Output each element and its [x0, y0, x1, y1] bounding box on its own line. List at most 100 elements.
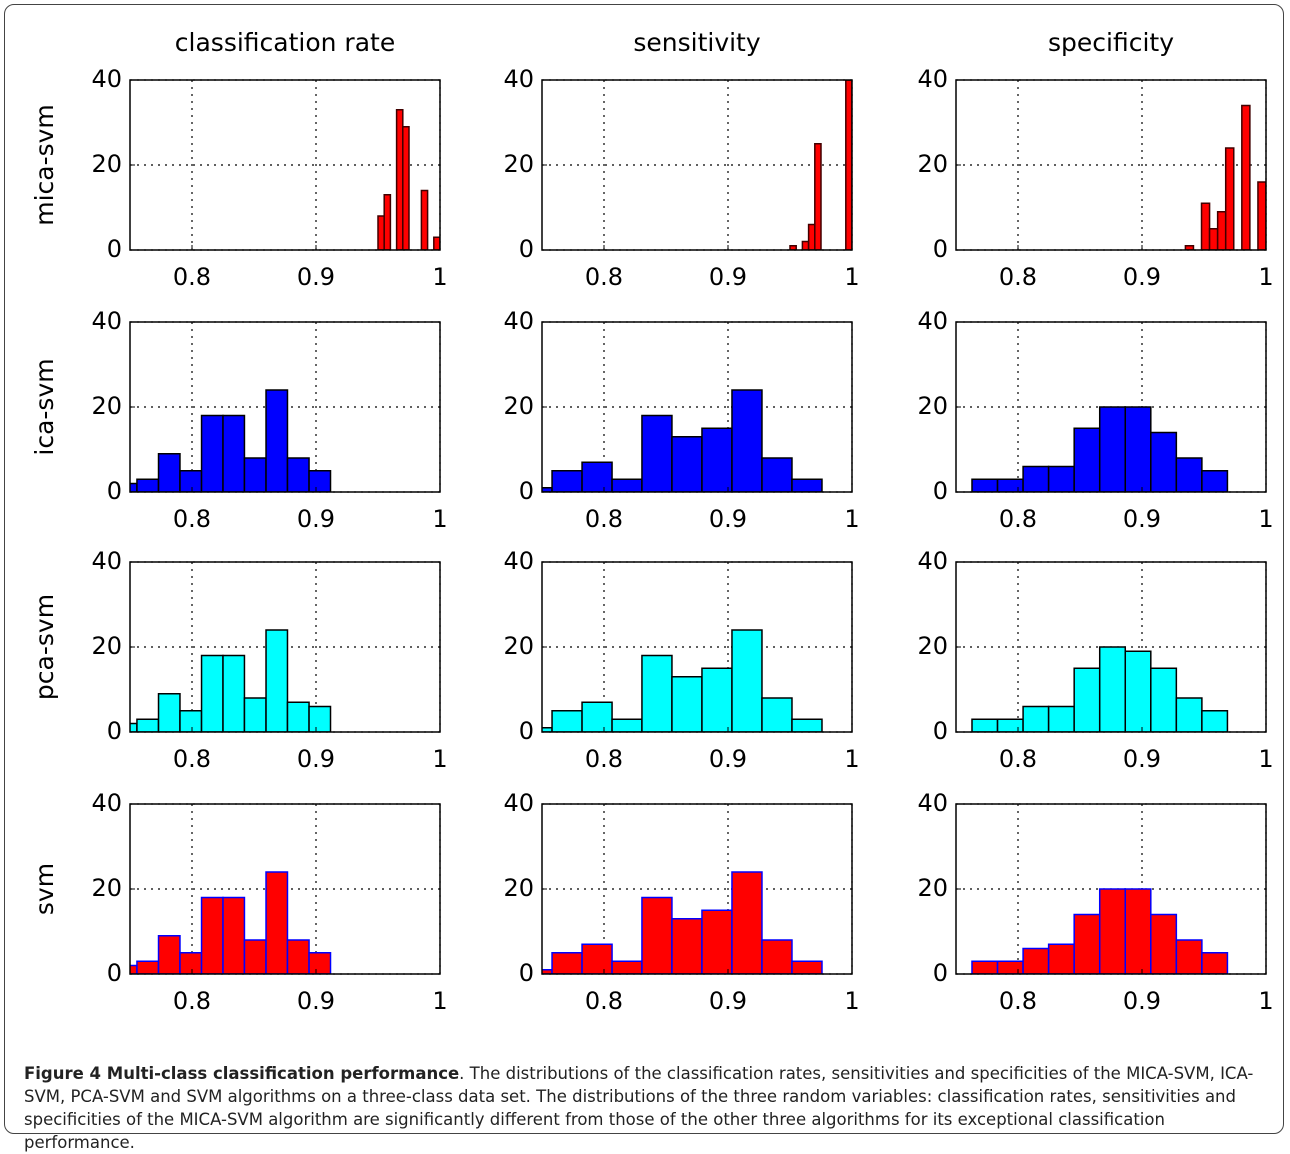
bar [791, 478, 823, 492]
x-tick-label: 1 [1258, 505, 1273, 533]
x-tick-label: 0.9 [709, 505, 747, 533]
y-tick-label: 0 [933, 959, 948, 987]
bar [1022, 465, 1050, 492]
y-tick-label: 20 [503, 874, 534, 902]
bar [377, 215, 385, 250]
bar [1073, 667, 1101, 732]
caption: Figure 4 Multi-class classification perf… [24, 1062, 1269, 1154]
caption-text: . The distributions of the classificatio… [24, 1064, 1254, 1152]
bar [136, 960, 160, 974]
bar [1201, 710, 1229, 732]
bar [731, 629, 763, 732]
bar [420, 189, 429, 250]
bar [551, 470, 583, 492]
bar [761, 697, 793, 732]
x-tick-label: 0.8 [173, 745, 211, 773]
bar [395, 109, 404, 250]
bar [1124, 406, 1152, 492]
bar [286, 939, 310, 974]
y-tick-label: 0 [519, 477, 534, 505]
subplot: 0.8 0.9 1 0 20 40 [503, 307, 859, 533]
x-tick-label: 0.9 [297, 263, 335, 291]
x-tick-label: 0.8 [585, 987, 623, 1015]
bar [1257, 181, 1266, 250]
bar [243, 697, 267, 732]
bar [671, 918, 703, 974]
x-tick-label: 1 [432, 263, 447, 291]
bar [265, 871, 289, 974]
bar [1200, 202, 1211, 250]
bar [286, 701, 310, 732]
figure-frame [4, 4, 1284, 1134]
bar [179, 952, 203, 974]
bar [222, 896, 246, 974]
bar [1047, 943, 1075, 974]
y-tick-label: 40 [503, 307, 534, 335]
x-tick-label: 0.8 [585, 263, 623, 291]
bar [136, 718, 160, 732]
caption-label: Figure 4 Multi-class classification perf… [24, 1064, 460, 1083]
bar [731, 389, 763, 492]
column-title: classification rate [175, 28, 395, 57]
bar [971, 478, 999, 492]
y-tick-label: 40 [91, 547, 122, 575]
row-label: pca-svm [30, 594, 59, 700]
bar [791, 960, 823, 974]
bar [611, 478, 643, 492]
subplot: 0.8 0.9 1 0 20 40 pca-svm [30, 547, 448, 773]
bar [265, 389, 289, 492]
bar [791, 718, 823, 732]
y-tick-label: 40 [503, 789, 534, 817]
bar [671, 436, 703, 492]
bars [971, 888, 1229, 974]
bar [551, 952, 583, 974]
y-tick-label: 0 [107, 959, 122, 987]
bar [265, 629, 289, 732]
bar [1022, 947, 1050, 974]
bars [130, 389, 332, 492]
y-tick-label: 0 [933, 235, 948, 263]
bar [801, 240, 810, 250]
y-tick-label: 40 [91, 307, 122, 335]
bar [1150, 431, 1178, 492]
y-tick-label: 40 [917, 307, 948, 335]
x-tick-label: 0.8 [999, 263, 1037, 291]
bar [433, 236, 440, 250]
bar [641, 414, 673, 492]
y-tick-label: 20 [91, 874, 122, 902]
y-tick-label: 20 [91, 392, 122, 420]
y-tick-label: 20 [503, 632, 534, 660]
bar [1201, 470, 1229, 492]
bar [157, 693, 181, 732]
bar [1073, 913, 1101, 974]
y-tick-label: 0 [519, 959, 534, 987]
bar [1216, 211, 1227, 250]
bar [814, 143, 822, 250]
bar [1175, 697, 1203, 732]
bar [200, 654, 224, 732]
bar [222, 414, 246, 492]
row-label: svm [30, 863, 59, 915]
x-tick-label: 1 [844, 263, 859, 291]
subplot: 0.8 0.9 1 0 20 40 [503, 547, 859, 773]
subplot: 0.8 0.9 1 0 20 40 [917, 789, 1273, 1015]
bar [200, 896, 224, 974]
x-tick-label: 1 [432, 987, 447, 1015]
bar [222, 654, 246, 732]
bar [179, 710, 203, 732]
x-tick-label: 0.8 [585, 745, 623, 773]
y-tick-label: 20 [503, 150, 534, 178]
bar [1150, 667, 1178, 732]
bars [971, 646, 1229, 732]
y-tick-label: 20 [91, 150, 122, 178]
x-tick-label: 0.9 [709, 745, 747, 773]
bar [581, 461, 613, 492]
x-tick-label: 0.8 [585, 505, 623, 533]
bar [1175, 939, 1203, 974]
bar [671, 676, 703, 732]
x-tick-label: 0.8 [999, 505, 1037, 533]
row-label: ica-svm [30, 358, 59, 455]
y-tick-label: 40 [503, 547, 534, 575]
bar [243, 939, 267, 974]
